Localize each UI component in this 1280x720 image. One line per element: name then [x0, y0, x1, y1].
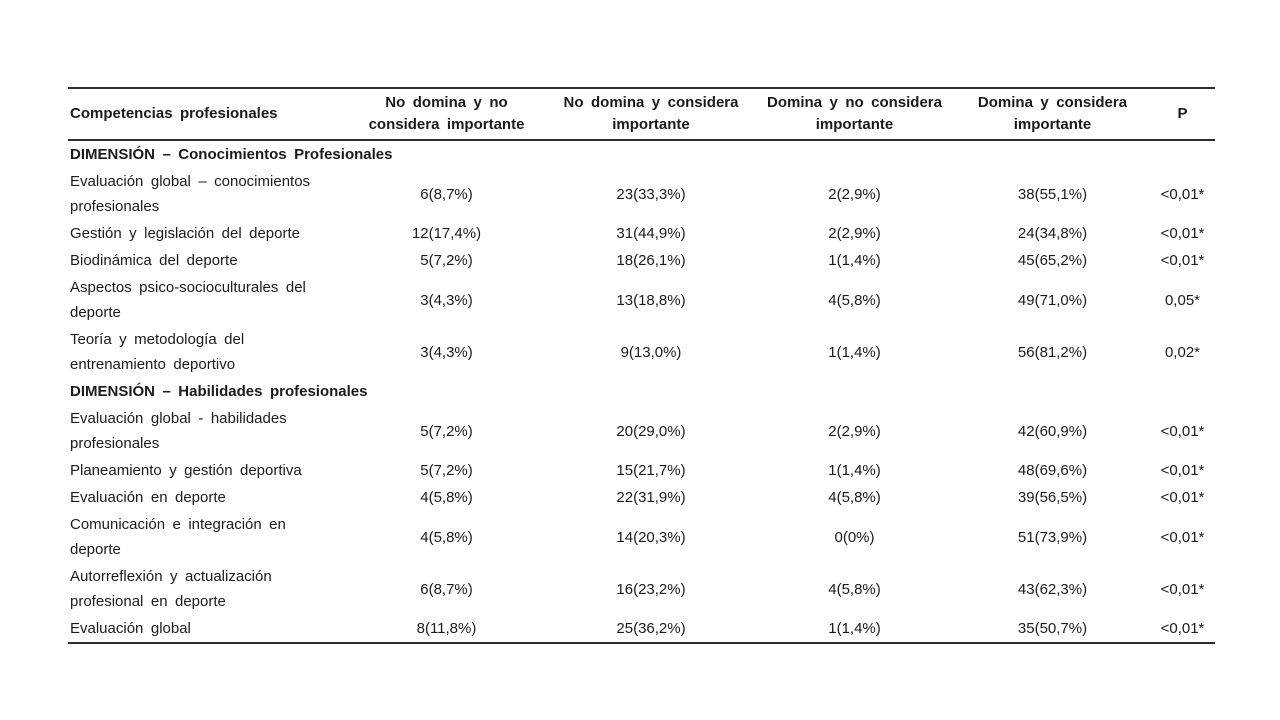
frequency-cell: 31(44,9%) — [616, 225, 686, 242]
frequency-cell: 3(4,3%) — [420, 291, 473, 309]
frequency-cell: 38(55,1%) — [1017, 185, 1088, 203]
frequency-cell: 13(18,8%) — [616, 291, 686, 309]
frequency-cell: 16(23,2%) — [616, 580, 686, 598]
p-value-cell: <0,01* — [1160, 462, 1205, 479]
competency-name: Autorreflexión y actualización profesion… — [70, 568, 272, 610]
frequency-cell: 4(5,8%) — [828, 580, 881, 598]
p-value-cell: <0,01* — [1160, 489, 1205, 506]
p-value-cell: 0,02* — [1164, 343, 1201, 361]
frequency-cell: 6(8,7%) — [420, 185, 473, 203]
section-header-row: DIMENSIÓN – Conocimientos Profesionales — [68, 140, 1215, 168]
p-value-cell: <0,01* — [1160, 620, 1205, 637]
frequency-cell: 39(56,5%) — [1017, 489, 1088, 506]
frequency-cell: 45(65,2%) — [1017, 252, 1088, 269]
table-row: Evaluación en deporte 4(5,8%) 22(31,9%) 4(5… — [68, 484, 1215, 511]
frequency-cell: 24(34,8%) — [1017, 225, 1088, 242]
frequency-cell: 2(2,9%) — [828, 185, 881, 203]
table-row: Gestión y legislación del deporte 12(17,4… — [68, 220, 1215, 247]
frequency-cell: 9(13,0%) — [620, 343, 682, 361]
table-row: Evaluación global – conocimientos profes… — [68, 168, 1215, 220]
competencies-table: Competencias profesionales No domina y n… — [68, 87, 1215, 644]
frequency-cell: 20(29,0%) — [616, 422, 686, 440]
competency-name: Planeamiento y gestión deportiva — [70, 462, 302, 479]
table-row: Evaluación global 8(11,8%) 25(36,2%) 1(1,4%… — [68, 615, 1215, 643]
competency-name: Comunicación e integración en deporte — [70, 516, 286, 558]
p-value-cell: <0,01* — [1160, 528, 1205, 546]
competency-name: Evaluación global – conocimientos profes… — [70, 173, 311, 215]
col-header-domina-no-importante: Domina y no considera importante — [767, 94, 942, 133]
competency-name: Aspectos psico-socioculturales del depor… — [70, 279, 306, 321]
p-value-cell: <0,01* — [1160, 225, 1205, 242]
frequency-cell: 14(20,3%) — [616, 528, 686, 546]
table-row: Planeamiento y gestión deportiva 5(7,2%) 1… — [68, 457, 1215, 484]
competency-name: Evaluación en deporte — [70, 489, 226, 506]
frequency-cell: 3(4,3%) — [420, 343, 473, 361]
frequency-cell: 5(7,2%) — [420, 462, 473, 479]
frequency-cell: 0(0%) — [834, 528, 875, 546]
col-header-no-domina-no-importante: No domina y no considera importante — [368, 94, 525, 133]
competency-name: Evaluación global - habilidades profesio… — [70, 410, 287, 452]
frequency-cell: 49(71,0%) — [1017, 291, 1088, 309]
frequency-cell: 25(36,2%) — [616, 620, 686, 637]
frequency-cell: 48(69,6%) — [1017, 462, 1088, 479]
frequency-cell: 43(62,3%) — [1017, 580, 1088, 598]
frequency-cell: 5(7,2%) — [420, 422, 473, 440]
frequency-cell: 8(11,8%) — [416, 620, 477, 637]
frequency-cell: 4(5,8%) — [420, 489, 473, 506]
frequency-cell: 4(5,8%) — [828, 489, 881, 506]
frequency-cell: 4(5,8%) — [828, 291, 881, 309]
frequency-cell: 42(60,9%) — [1017, 422, 1088, 440]
table-row: Biodinámica del deporte 5(7,2%) 18(26,1%) 1… — [68, 247, 1215, 274]
frequency-cell: 15(21,7%) — [616, 462, 686, 479]
frequency-cell: 2(2,9%) — [828, 422, 881, 440]
frequency-cell: 35(50,7%) — [1017, 620, 1088, 637]
frequency-cell: 4(5,8%) — [420, 528, 473, 546]
table-row: Teoría y metodología del entrenamiento d… — [68, 326, 1215, 378]
frequency-cell: 23(33,3%) — [616, 185, 686, 203]
competency-name: Evaluación global — [70, 620, 191, 637]
section-title: DIMENSIÓN – Conocimientos Profesionales — [70, 146, 393, 163]
frequency-cell: 6(8,7%) — [420, 580, 473, 598]
frequency-cell: 18(26,1%) — [616, 252, 686, 269]
p-value-cell: 0,05* — [1164, 291, 1201, 309]
p-value-cell: <0,01* — [1160, 185, 1205, 203]
section-title: DIMENSIÓN – Habilidades profesionales — [70, 383, 368, 400]
competency-name: Gestión y legislación del deporte — [70, 225, 300, 242]
frequency-cell: 5(7,2%) — [420, 252, 473, 269]
col-header-competencias: Competencias profesionales — [70, 105, 278, 122]
frequency-cell: 56(81,2%) — [1017, 343, 1088, 361]
frequency-cell: 1(1,4%) — [828, 343, 881, 361]
section-header-row: DIMENSIÓN – Habilidades profesionales — [68, 378, 1215, 405]
col-header-domina-importante: Domina y considera importante — [977, 94, 1128, 133]
frequency-cell: 51(73,9%) — [1017, 528, 1088, 546]
p-value-cell: <0,01* — [1160, 422, 1205, 440]
p-value-cell: <0,01* — [1160, 252, 1205, 269]
competency-name: Biodinámica del deporte — [70, 252, 238, 269]
frequency-cell: 2(2,9%) — [828, 225, 881, 242]
p-value-cell: <0,01* — [1160, 580, 1205, 598]
table-row: Comunicación e integración en deporte 4(5… — [68, 511, 1215, 563]
table-row: Aspectos psico-socioculturales del depor… — [68, 274, 1215, 326]
col-header-no-domina-importante: No domina y considera importante — [563, 94, 739, 133]
frequency-cell: 1(1,4%) — [828, 620, 881, 637]
col-header-p-value: P — [1177, 105, 1188, 122]
frequency-cell: 1(1,4%) — [828, 462, 881, 479]
competency-name: Teoría y metodología del entrenamiento d… — [70, 331, 245, 373]
frequency-cell: 12(17,4%) — [411, 225, 482, 242]
table-row: Evaluación global - habilidades profesio… — [68, 405, 1215, 457]
table-row: Autorreflexión y actualización profesion… — [68, 563, 1215, 615]
frequency-cell: 22(31,9%) — [616, 489, 686, 506]
frequency-cell: 1(1,4%) — [828, 252, 881, 269]
header-row: Competencias profesionales No domina y n… — [68, 88, 1215, 140]
